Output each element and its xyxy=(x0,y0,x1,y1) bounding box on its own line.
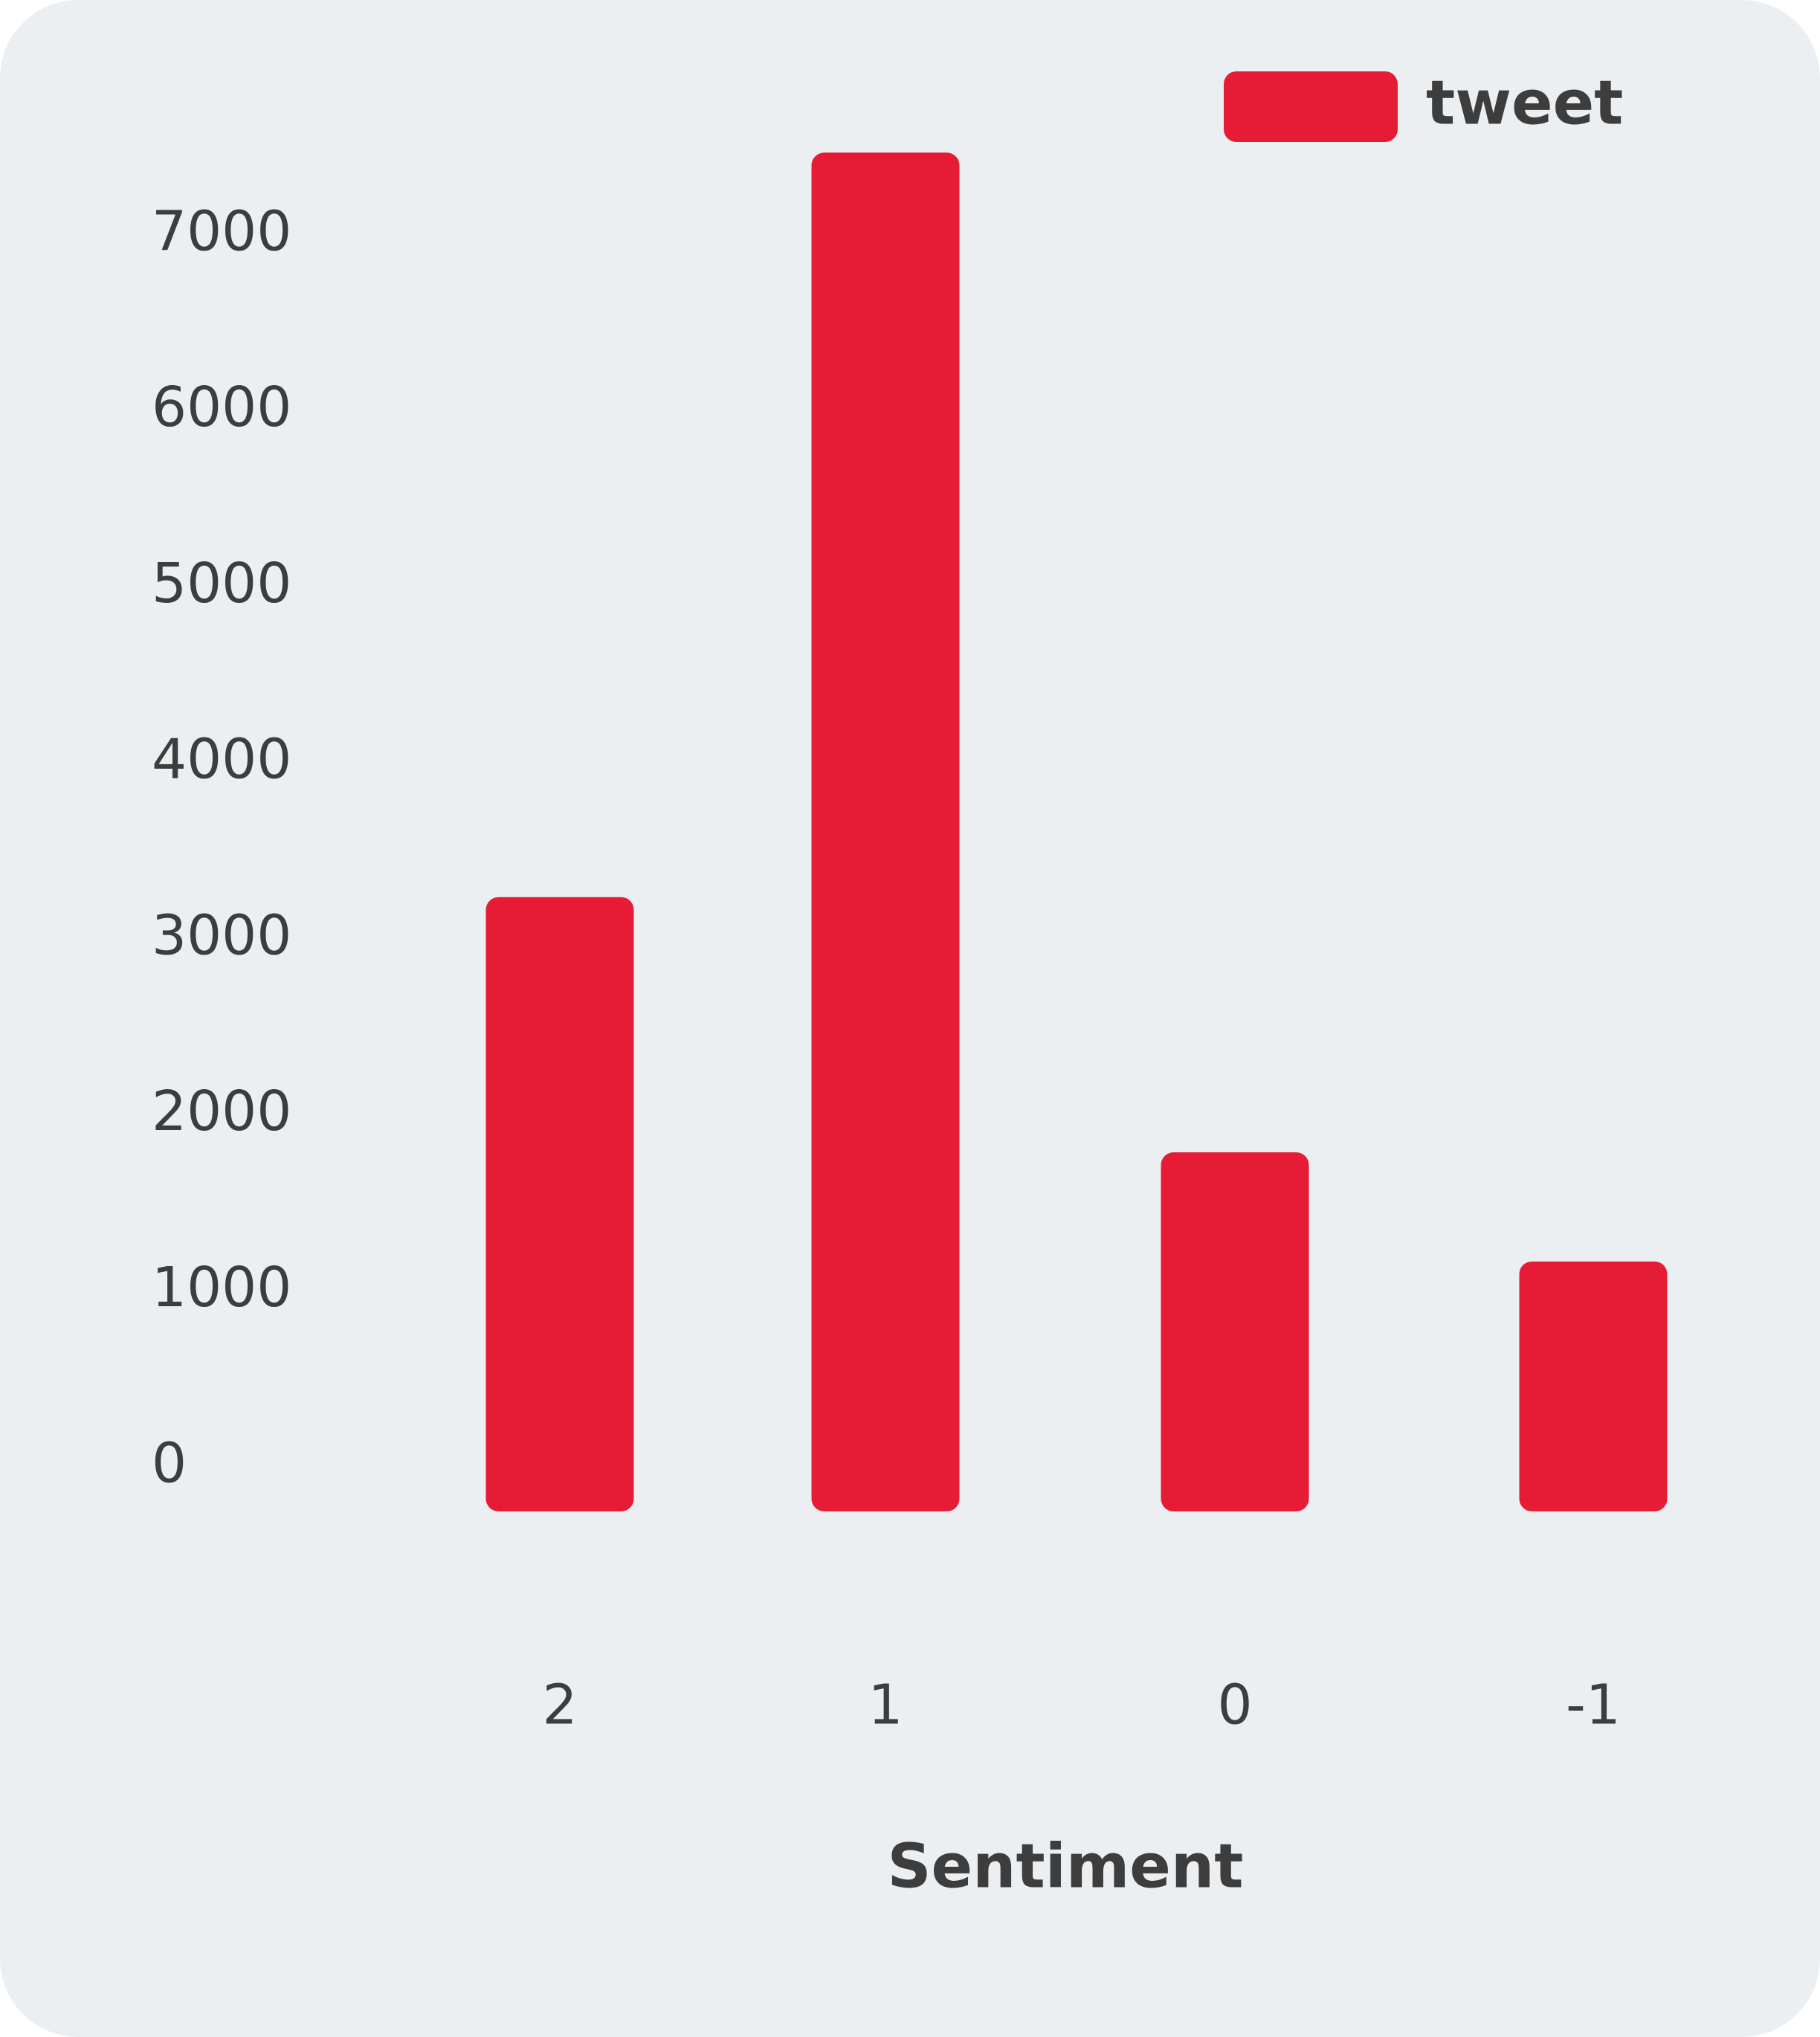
y-tick-label: 6000 xyxy=(152,375,291,439)
x-axis-title: Sentiment xyxy=(888,1831,1244,1902)
y-tick-label: 2000 xyxy=(152,1079,291,1143)
y-tick-label: 3000 xyxy=(152,903,291,967)
y-tick-label: 0 xyxy=(152,1432,187,1496)
y-tick-label: 5000 xyxy=(152,552,291,616)
legend-label: tweet xyxy=(1426,68,1623,138)
x-tick-label: -1 xyxy=(1566,1673,1621,1737)
y-tick-label: 7000 xyxy=(152,199,291,263)
legend-swatch xyxy=(1224,71,1398,142)
bar xyxy=(1519,1261,1668,1511)
x-tick-label: 0 xyxy=(1217,1673,1252,1737)
bar xyxy=(811,152,960,1511)
bar xyxy=(485,897,634,1511)
y-tick-label: 1000 xyxy=(152,1256,291,1320)
y-tick-label: 4000 xyxy=(152,728,291,792)
bar xyxy=(1161,1152,1309,1511)
x-tick-label: 1 xyxy=(868,1673,903,1737)
x-tick-label: 2 xyxy=(542,1673,577,1737)
